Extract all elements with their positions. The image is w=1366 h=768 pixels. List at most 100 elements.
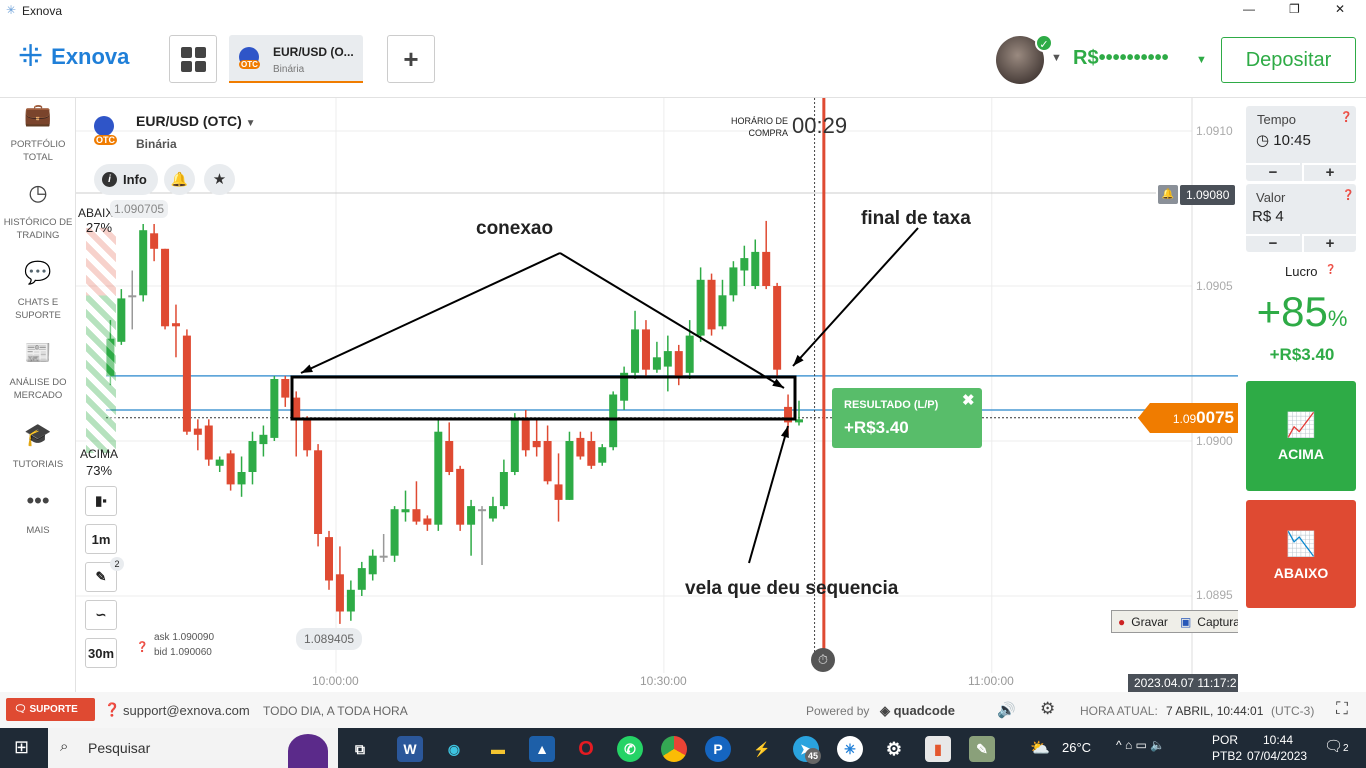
alert-price-tag[interactable]: 1.09080 — [1180, 185, 1236, 205]
time-value-wrap[interactable]: ◷ 10:45 — [1256, 131, 1311, 149]
chrome-icon[interactable] — [661, 736, 687, 762]
otc-badge: OTC — [94, 135, 117, 145]
windows-start-icon[interactable]: ⊞ — [14, 737, 30, 757]
result-title: RESULTADO (L/P) — [844, 399, 939, 411]
settings-gear-icon[interactable]: ⚙ — [1040, 699, 1056, 718]
timeframe-button[interactable]: 1m — [85, 524, 117, 554]
help-icon[interactable]: ❓ — [1342, 190, 1355, 201]
indicators-button[interactable]: ∽ — [85, 600, 117, 630]
candle-body — [204, 425, 213, 460]
candle-body — [554, 484, 563, 500]
alert-bell-button[interactable]: 🔔 — [164, 164, 195, 195]
capture-button[interactable]: Capturar — [1197, 614, 1244, 629]
exnova-taskbar-icon[interactable]: ✳ — [837, 736, 863, 762]
clock-label: HORA ATUAL: — [1080, 704, 1158, 718]
telegram-icon[interactable]: ➤ 45 — [793, 736, 821, 764]
settings-icon[interactable]: ⚙ — [885, 738, 903, 759]
annotation-vela: vela que deu sequencia — [685, 578, 899, 599]
avatar-chevron-down-icon[interactable]: ▼ — [1051, 52, 1062, 64]
sidebar-item-portfolio[interactable]: 💼 PORTFÓLIO TOTAL — [0, 104, 76, 164]
time-label: Tempo — [1257, 112, 1297, 127]
sound-icon[interactable]: 🔊 — [997, 702, 1016, 719]
low-price-label: 1.089405 — [296, 628, 363, 650]
candle-body — [685, 335, 694, 373]
edge-icon[interactable]: ◉ — [447, 740, 461, 757]
call-button[interactable]: 📈 ACIMA — [1246, 381, 1356, 491]
taskbar-time[interactable]: 10:44 — [1263, 733, 1294, 747]
language-indicator[interactable]: POR — [1212, 733, 1239, 747]
opera-icon[interactable]: O — [578, 737, 594, 760]
taskbar-search[interactable]: ⌕ Pesquisar — [48, 728, 338, 768]
alert-bell-icon[interactable]: 🔔 — [1158, 185, 1178, 204]
help-icon[interactable]: ❓ — [1325, 264, 1337, 274]
asset-selector[interactable]: EUR/USD (OTC) ▼ — [136, 113, 256, 129]
candle-body — [161, 248, 170, 327]
favorite-button[interactable]: ★ — [204, 164, 235, 195]
weather-temp[interactable]: 26°C — [1062, 740, 1092, 755]
record-button[interactable]: Gravar — [1131, 614, 1168, 629]
record-icon: ● — [1118, 614, 1126, 629]
put-button[interactable]: 📉 ABAIXO — [1246, 500, 1356, 608]
file-explorer-icon[interactable]: ▬ — [491, 741, 505, 757]
period-button[interactable]: 30m — [85, 638, 117, 668]
sidebar-item-tutorials[interactable]: 🎓 TUTORIAIS — [0, 424, 76, 471]
amount-input[interactable]: R$ 4 — [1252, 208, 1284, 225]
sidebar-item-more[interactable]: ••• MAIS — [0, 490, 76, 537]
paint-icon[interactable]: ✎ — [969, 736, 995, 762]
amount-plus-button[interactable]: + — [1302, 234, 1356, 252]
trading-app-icon[interactable]: ⚡ — [753, 740, 771, 757]
info-icon: i — [102, 172, 117, 187]
sidebar-item-chat[interactable]: 💬 CHATS E SUPORTE — [0, 260, 76, 322]
help-icon[interactable]: ❓ — [136, 642, 149, 653]
time-box[interactable]: Tempo ❓ ◷ 10:45 − + — [1246, 106, 1356, 181]
time-plus-button[interactable]: + — [1302, 163, 1356, 181]
time-minus-button[interactable]: − — [1246, 163, 1300, 181]
asset-tab[interactable]: OTC EUR/USD (O... Binária — [229, 35, 363, 83]
p-app-icon[interactable]: P — [705, 736, 731, 762]
info-button[interactable]: i Info — [94, 164, 158, 195]
weather-icon[interactable]: ⛅ — [1030, 740, 1050, 757]
maximize-button[interactable]: ❐ — [1289, 2, 1300, 16]
trade-panel: Tempo ❓ ◷ 10:45 − + Valor ❓ R$ 4 − + Luc… — [1238, 98, 1366, 692]
word-icon[interactable]: W — [397, 736, 423, 762]
powerpoint-icon[interactable]: ▮ — [925, 736, 951, 762]
layout-grid-button[interactable] — [169, 35, 217, 83]
stopwatch-icon[interactable]: ⏱ — [811, 648, 835, 672]
tray-icons[interactable]: ^ ⌂ ▭ 🔈 — [1116, 738, 1166, 752]
whatsapp-icon[interactable]: ✆ — [617, 736, 643, 762]
candle-body — [762, 251, 771, 286]
fullscreen-icon[interactable]: ⛶ — [1336, 699, 1348, 718]
sidebar-item-market-analysis[interactable]: 📰 ANÁLISE DO MERCADO — [0, 342, 76, 402]
keyboard-layout[interactable]: PTB2 — [1212, 749, 1243, 763]
candlestick-chart[interactable] — [76, 98, 1238, 692]
candle-body — [631, 329, 640, 373]
chart-area[interactable]: OTC EUR/USD (OTC) ▼ Binária i Info 🔔 ★ HO… — [76, 98, 1238, 692]
close-button[interactable]: ✕ — [1335, 2, 1346, 16]
candle-body — [587, 441, 596, 466]
deposit-button[interactable]: Depositar — [1221, 37, 1356, 83]
support-email-link[interactable]: support@exnova.com — [123, 703, 250, 718]
amount-minus-button[interactable]: − — [1246, 234, 1300, 252]
balance-chevron-down-icon[interactable]: ▼ — [1196, 54, 1207, 66]
clock-value: 7 ABRIL, 10:44:01 — [1166, 704, 1264, 718]
sidebar-item-history[interactable]: ◷ HISTÓRICO DE TRADING — [0, 182, 76, 242]
candle-body — [401, 509, 410, 513]
help-icon[interactable]: ❓ — [1340, 112, 1353, 123]
drawing-tools-button[interactable]: ✎ 2 — [85, 557, 124, 592]
candle-body — [794, 419, 803, 423]
support-button[interactable]: 🗨 SUPORTE — [6, 698, 95, 721]
task-view-icon[interactable]: ⧉ — [355, 740, 365, 757]
chat-icon: 💬 — [24, 260, 52, 285]
balance-display[interactable]: R$•••••••••• — [1073, 47, 1169, 69]
close-result-icon[interactable]: ✖ — [962, 392, 975, 409]
photos-icon[interactable]: ▲ — [529, 736, 555, 762]
candle-body — [740, 258, 749, 271]
amount-box[interactable]: Valor ❓ R$ 4 − + — [1246, 184, 1356, 252]
logo[interactable]: ⁜ Exnova — [18, 42, 129, 72]
add-tab-button[interactable]: + — [387, 35, 435, 83]
annotation-arrow-final — [792, 227, 919, 367]
notifications-icon[interactable]: 🗨2 — [1324, 738, 1349, 755]
minimize-button[interactable]: — — [1243, 2, 1255, 16]
chart-type-button[interactable]: ▮▪ — [85, 486, 117, 516]
taskbar-date[interactable]: 07/04/2023 — [1247, 749, 1308, 763]
